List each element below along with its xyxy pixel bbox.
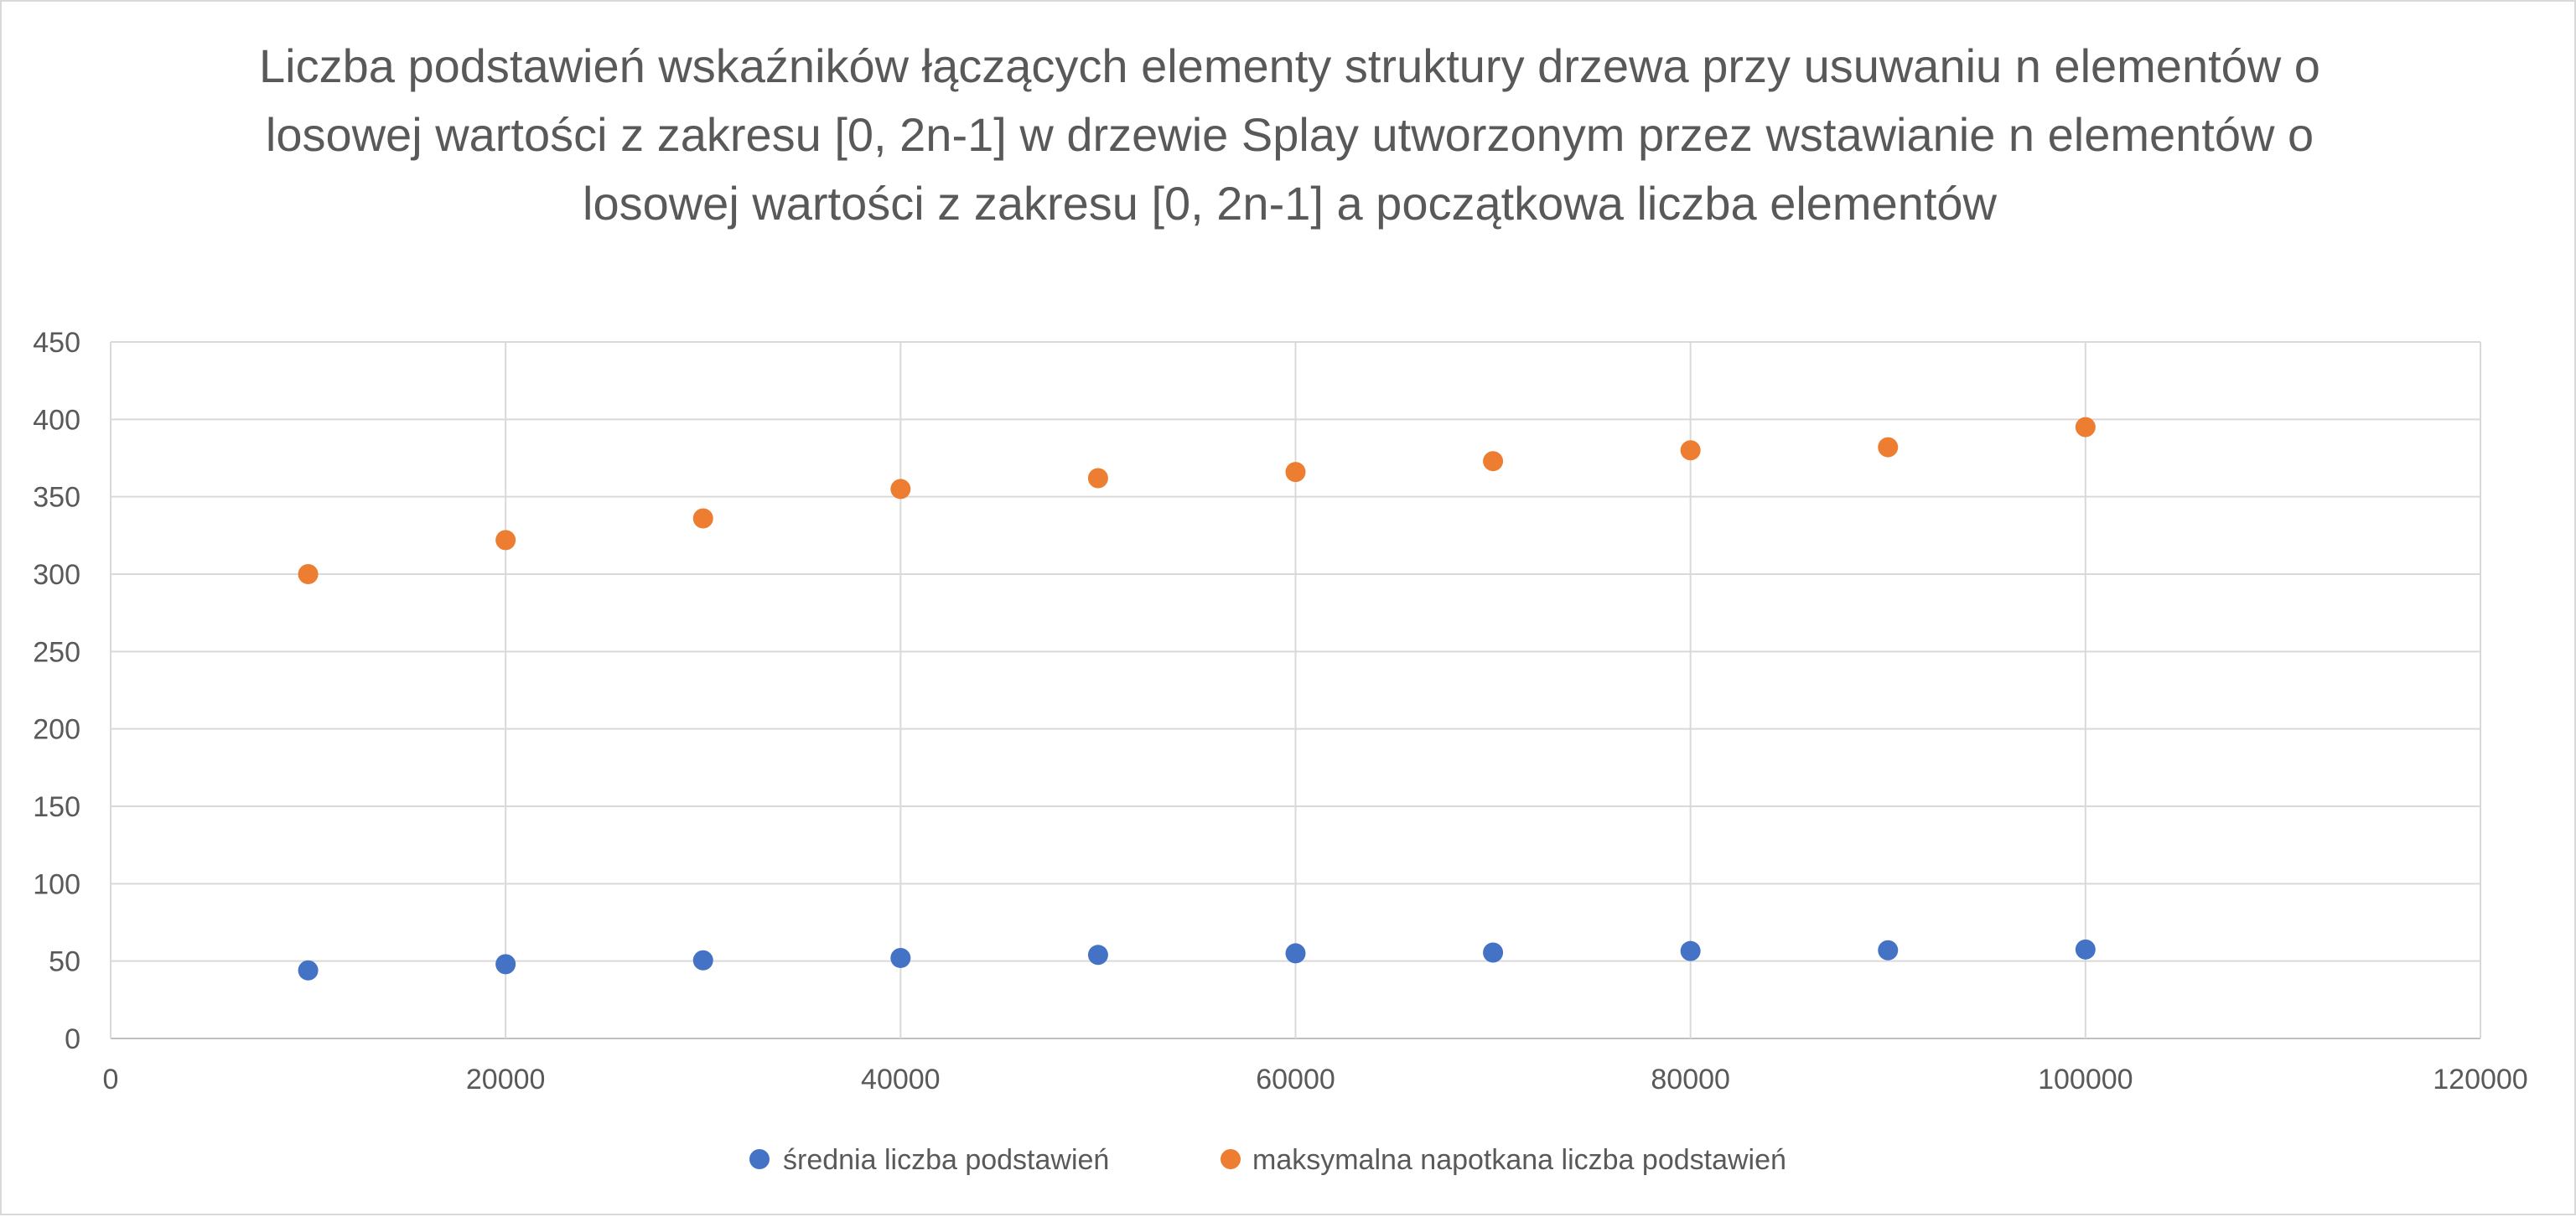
points-layer	[298, 417, 2096, 981]
axis-layer: 0 50 100 150 200 250 300 350 400 450 0 20000 40000 60…	[33, 327, 2527, 1095]
grid-layer	[110, 341, 2481, 1039]
y-tick-label: 0	[65, 1023, 80, 1055]
y-tick-label: 150	[33, 791, 80, 823]
x-tick-label: 80000	[1651, 1064, 1730, 1095]
series-1-point	[692, 950, 713, 971]
x-tick-label: 120000	[2433, 1064, 2527, 1095]
legend: średnia liczba podstawień maksymalna napo…	[749, 1144, 1786, 1176]
series-2-point	[1483, 451, 1504, 472]
series-1-point	[495, 954, 516, 975]
series-2-point	[890, 479, 911, 500]
y-tick-label: 350	[33, 482, 80, 514]
series-2-point	[495, 530, 516, 551]
y-tick-label: 300	[33, 559, 80, 591]
series-1-point	[1285, 943, 1306, 964]
legend-label-series-2: maksymalna napotkana liczba podstawień	[1252, 1144, 1786, 1176]
series-1-point	[2075, 939, 2096, 960]
series-1-point	[1483, 942, 1504, 963]
series-1-point	[298, 960, 319, 981]
y-tick-label: 450	[33, 327, 80, 359]
legend-marker-series-2	[1221, 1149, 1241, 1169]
y-tick-label: 100	[33, 868, 80, 900]
series-1-point	[1878, 940, 1899, 961]
y-tick-label: 400	[33, 404, 80, 436]
series-2-point	[298, 564, 319, 584]
series-2-point	[692, 508, 713, 529]
y-tick-label: 200	[33, 714, 80, 746]
x-tick-label: 100000	[2038, 1064, 2133, 1095]
legend-label-series-1: średnia liczba podstawień	[783, 1144, 1109, 1176]
x-tick-label: 0	[103, 1064, 119, 1095]
x-tick-label: 40000	[861, 1064, 941, 1095]
series-2-point	[1680, 440, 1701, 461]
chart-title: Liczba podstawień wskaźników łączących e…	[259, 39, 2320, 230]
series-1-point	[1680, 940, 1701, 961]
series-2-point	[1878, 437, 1899, 458]
series-2-point	[1285, 462, 1306, 483]
series-2-point	[1087, 468, 1108, 489]
y-tick-label: 50	[49, 946, 80, 978]
y-tick-label: 250	[33, 636, 80, 668]
series-2-point	[2075, 417, 2096, 438]
x-tick-label: 60000	[1256, 1064, 1335, 1095]
x-tick-label: 20000	[466, 1064, 546, 1095]
series-1-point	[890, 947, 911, 968]
legend-marker-series-1	[749, 1149, 770, 1169]
series-1-point	[1087, 945, 1108, 966]
